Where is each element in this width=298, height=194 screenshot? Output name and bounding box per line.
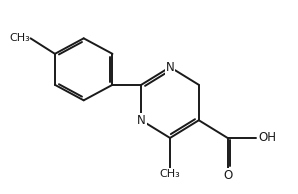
Text: CH₃: CH₃ (160, 169, 180, 179)
Text: O: O (223, 169, 232, 182)
Text: N: N (137, 114, 146, 127)
Text: N: N (166, 61, 174, 74)
Text: CH₃: CH₃ (10, 33, 31, 43)
Text: OH: OH (259, 132, 277, 145)
